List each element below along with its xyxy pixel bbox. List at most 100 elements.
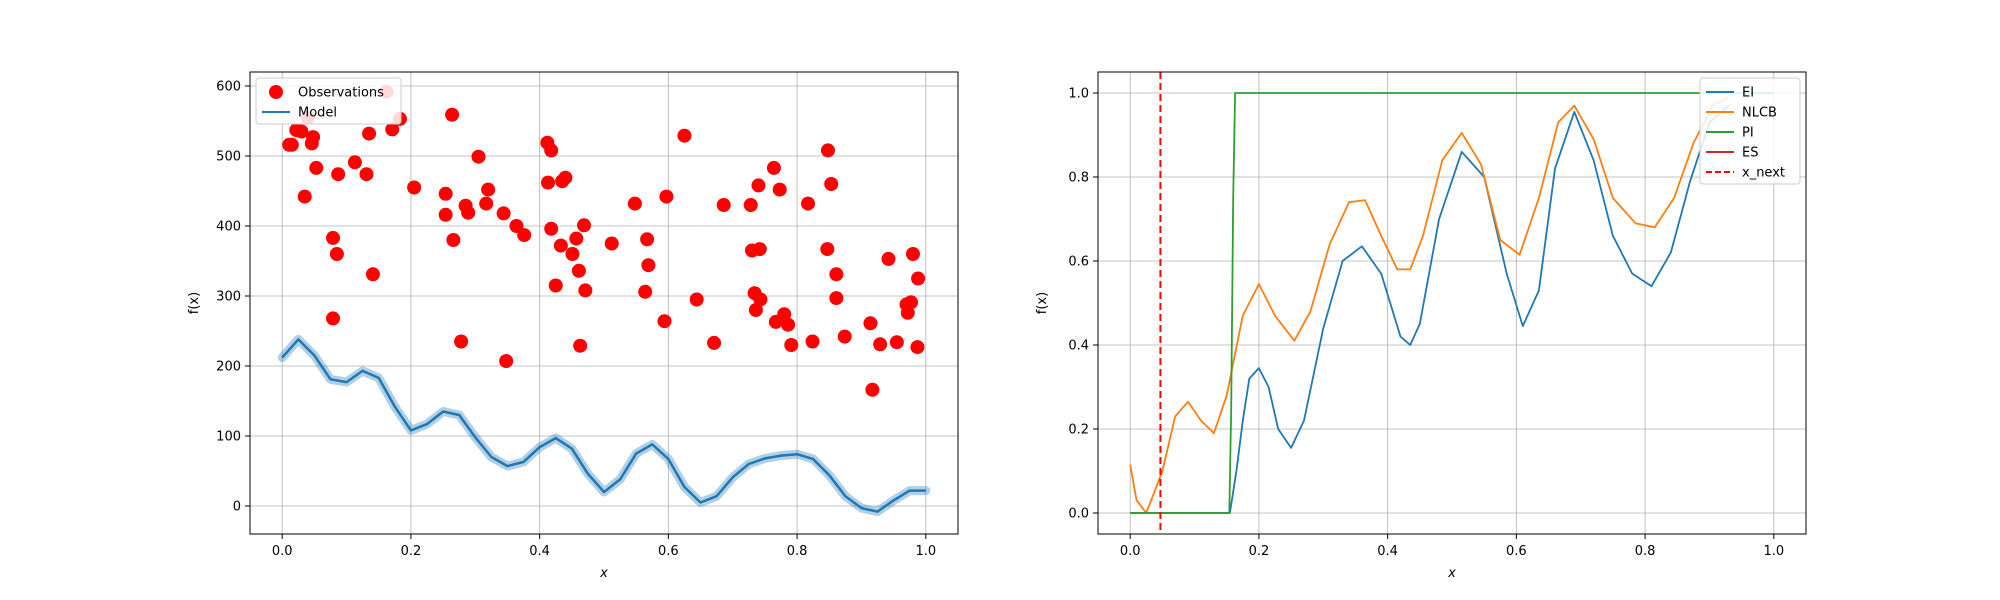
left-legend-label: Model	[298, 106, 337, 121]
observation-point	[752, 242, 767, 257]
observation-point	[571, 263, 586, 278]
observation-point	[604, 236, 619, 251]
observation-point	[385, 122, 400, 137]
right-x-tick-label: 0.4	[1377, 544, 1398, 559]
observation-point	[900, 305, 915, 320]
observation-point	[445, 107, 460, 122]
observation-point	[509, 219, 524, 233]
observation-point	[743, 198, 758, 212]
observation-point	[306, 130, 321, 145]
observation-point	[569, 231, 584, 246]
observation-point	[751, 178, 766, 193]
observation-point	[659, 189, 674, 204]
observation-point	[481, 182, 496, 197]
chart-observations-model: 0.0 0.2 0.4 0.6 0.8 1.0 0 100 200 300 400 500 600 x…	[187, 71, 959, 581]
left-y-tick-label: 600	[216, 80, 241, 95]
observation-point	[805, 334, 820, 349]
observation-point	[471, 149, 486, 164]
right-series-lines	[1129, 72, 1774, 534]
left-y-tick-label: 500	[216, 150, 241, 165]
right-x-tick-label: 0.8	[1635, 544, 1656, 559]
observation-point	[284, 137, 299, 152]
right-legend: EI NLCB PI ES x_next	[1699, 77, 1801, 185]
observation-point	[863, 316, 878, 331]
observation-point	[454, 334, 469, 349]
observation-point	[677, 128, 692, 143]
observation-point	[309, 160, 324, 175]
observation-point	[461, 205, 476, 220]
left-y-tick-label: 100	[216, 430, 241, 445]
observation-point	[829, 291, 844, 306]
observation-point	[297, 189, 312, 204]
left-model-band	[277, 334, 931, 517]
observation-point	[544, 221, 559, 236]
right-x-tick-label: 0.6	[1506, 544, 1527, 559]
observation-point	[910, 340, 925, 355]
observation-point	[904, 295, 919, 310]
left-x-tick-label: 0.6	[658, 544, 679, 559]
left-legend: Observations Model	[255, 77, 402, 125]
right-plot-frame	[1097, 71, 1807, 535]
right-x-ticks: 0.0 0.2 0.4 0.6 0.8 1.0	[1120, 534, 1784, 559]
left-x-axis-label: x	[599, 566, 608, 581]
observation-point	[911, 271, 926, 286]
observation-point	[479, 196, 494, 211]
right-y-tick-label: 0.4	[1068, 339, 1089, 354]
left-plot-frame	[249, 71, 959, 535]
right-y-tick-label: 1.0	[1068, 87, 1089, 102]
right-legend-label: PI	[1742, 126, 1754, 141]
left-y-axis-label: f(x)	[187, 292, 202, 314]
observation-point	[781, 317, 796, 332]
observation-point	[881, 251, 896, 266]
observation-point	[517, 228, 532, 243]
left-legend-box	[255, 77, 402, 125]
chart-acquisition-functions: 0.0 0.2 0.4 0.6 0.8 1.0 0.00.20.40.60.81.0 x …	[1035, 71, 1807, 581]
observation-point	[820, 143, 835, 158]
observation-point	[638, 284, 653, 299]
right-legend-box	[1699, 77, 1801, 185]
right-y-tick-label: 0.2	[1068, 423, 1089, 438]
observation-point	[905, 247, 920, 261]
right-legend-label: ES	[1742, 146, 1758, 161]
observation-point	[640, 232, 655, 247]
observation-point	[865, 382, 880, 397]
series-line-nlcb	[1129, 96, 1730, 514]
observation-point	[326, 311, 341, 326]
left-y-ticks: 0 100 200 300 400 500 600	[216, 80, 250, 515]
observation-point	[753, 292, 768, 307]
left-y-tick-label: 300	[216, 290, 241, 305]
series-line-pi	[1130, 92, 1774, 514]
model-line	[281, 338, 926, 513]
right-y-tick-label: 0.0	[1068, 507, 1089, 522]
observation-point	[873, 337, 888, 352]
observation-point	[627, 196, 642, 211]
observation-point	[407, 180, 422, 195]
right-y-axis-label: f(x)	[1035, 292, 1050, 314]
left-x-tick-label: 0.4	[529, 544, 550, 559]
observation-point	[837, 329, 852, 344]
observation-point	[641, 258, 656, 273]
right-y-tick-label: 0.6	[1068, 255, 1089, 270]
observation-point	[362, 126, 377, 141]
right-y-ticks: 0.0 0.2 0.4 0.6 0.8 1.0	[1068, 87, 1098, 522]
left-x-tick-label: 0.8	[787, 544, 808, 559]
left-y-tick-label: 400	[216, 220, 241, 235]
observation-point	[294, 124, 309, 139]
right-x-tick-label: 0.2	[1249, 544, 1270, 559]
observation-point	[772, 182, 787, 197]
observation-point	[829, 267, 844, 282]
observation-point	[331, 167, 346, 182]
observation-point	[801, 196, 816, 211]
observation-point	[496, 206, 511, 221]
observation-point	[784, 338, 799, 352]
observation-point	[499, 354, 514, 369]
left-x-tick-label: 1.0	[915, 544, 936, 559]
observation-point	[446, 233, 461, 247]
left-x-ticks: 0.0 0.2 0.4 0.6 0.8 1.0	[272, 534, 936, 559]
right-legend-label: NLCB	[1742, 106, 1777, 121]
left-legend-label: Observations	[298, 86, 384, 101]
left-legend-marker	[269, 85, 283, 99]
right-legend-label: EI	[1742, 86, 1754, 101]
observation-point	[766, 160, 781, 175]
observation-point	[657, 314, 672, 329]
